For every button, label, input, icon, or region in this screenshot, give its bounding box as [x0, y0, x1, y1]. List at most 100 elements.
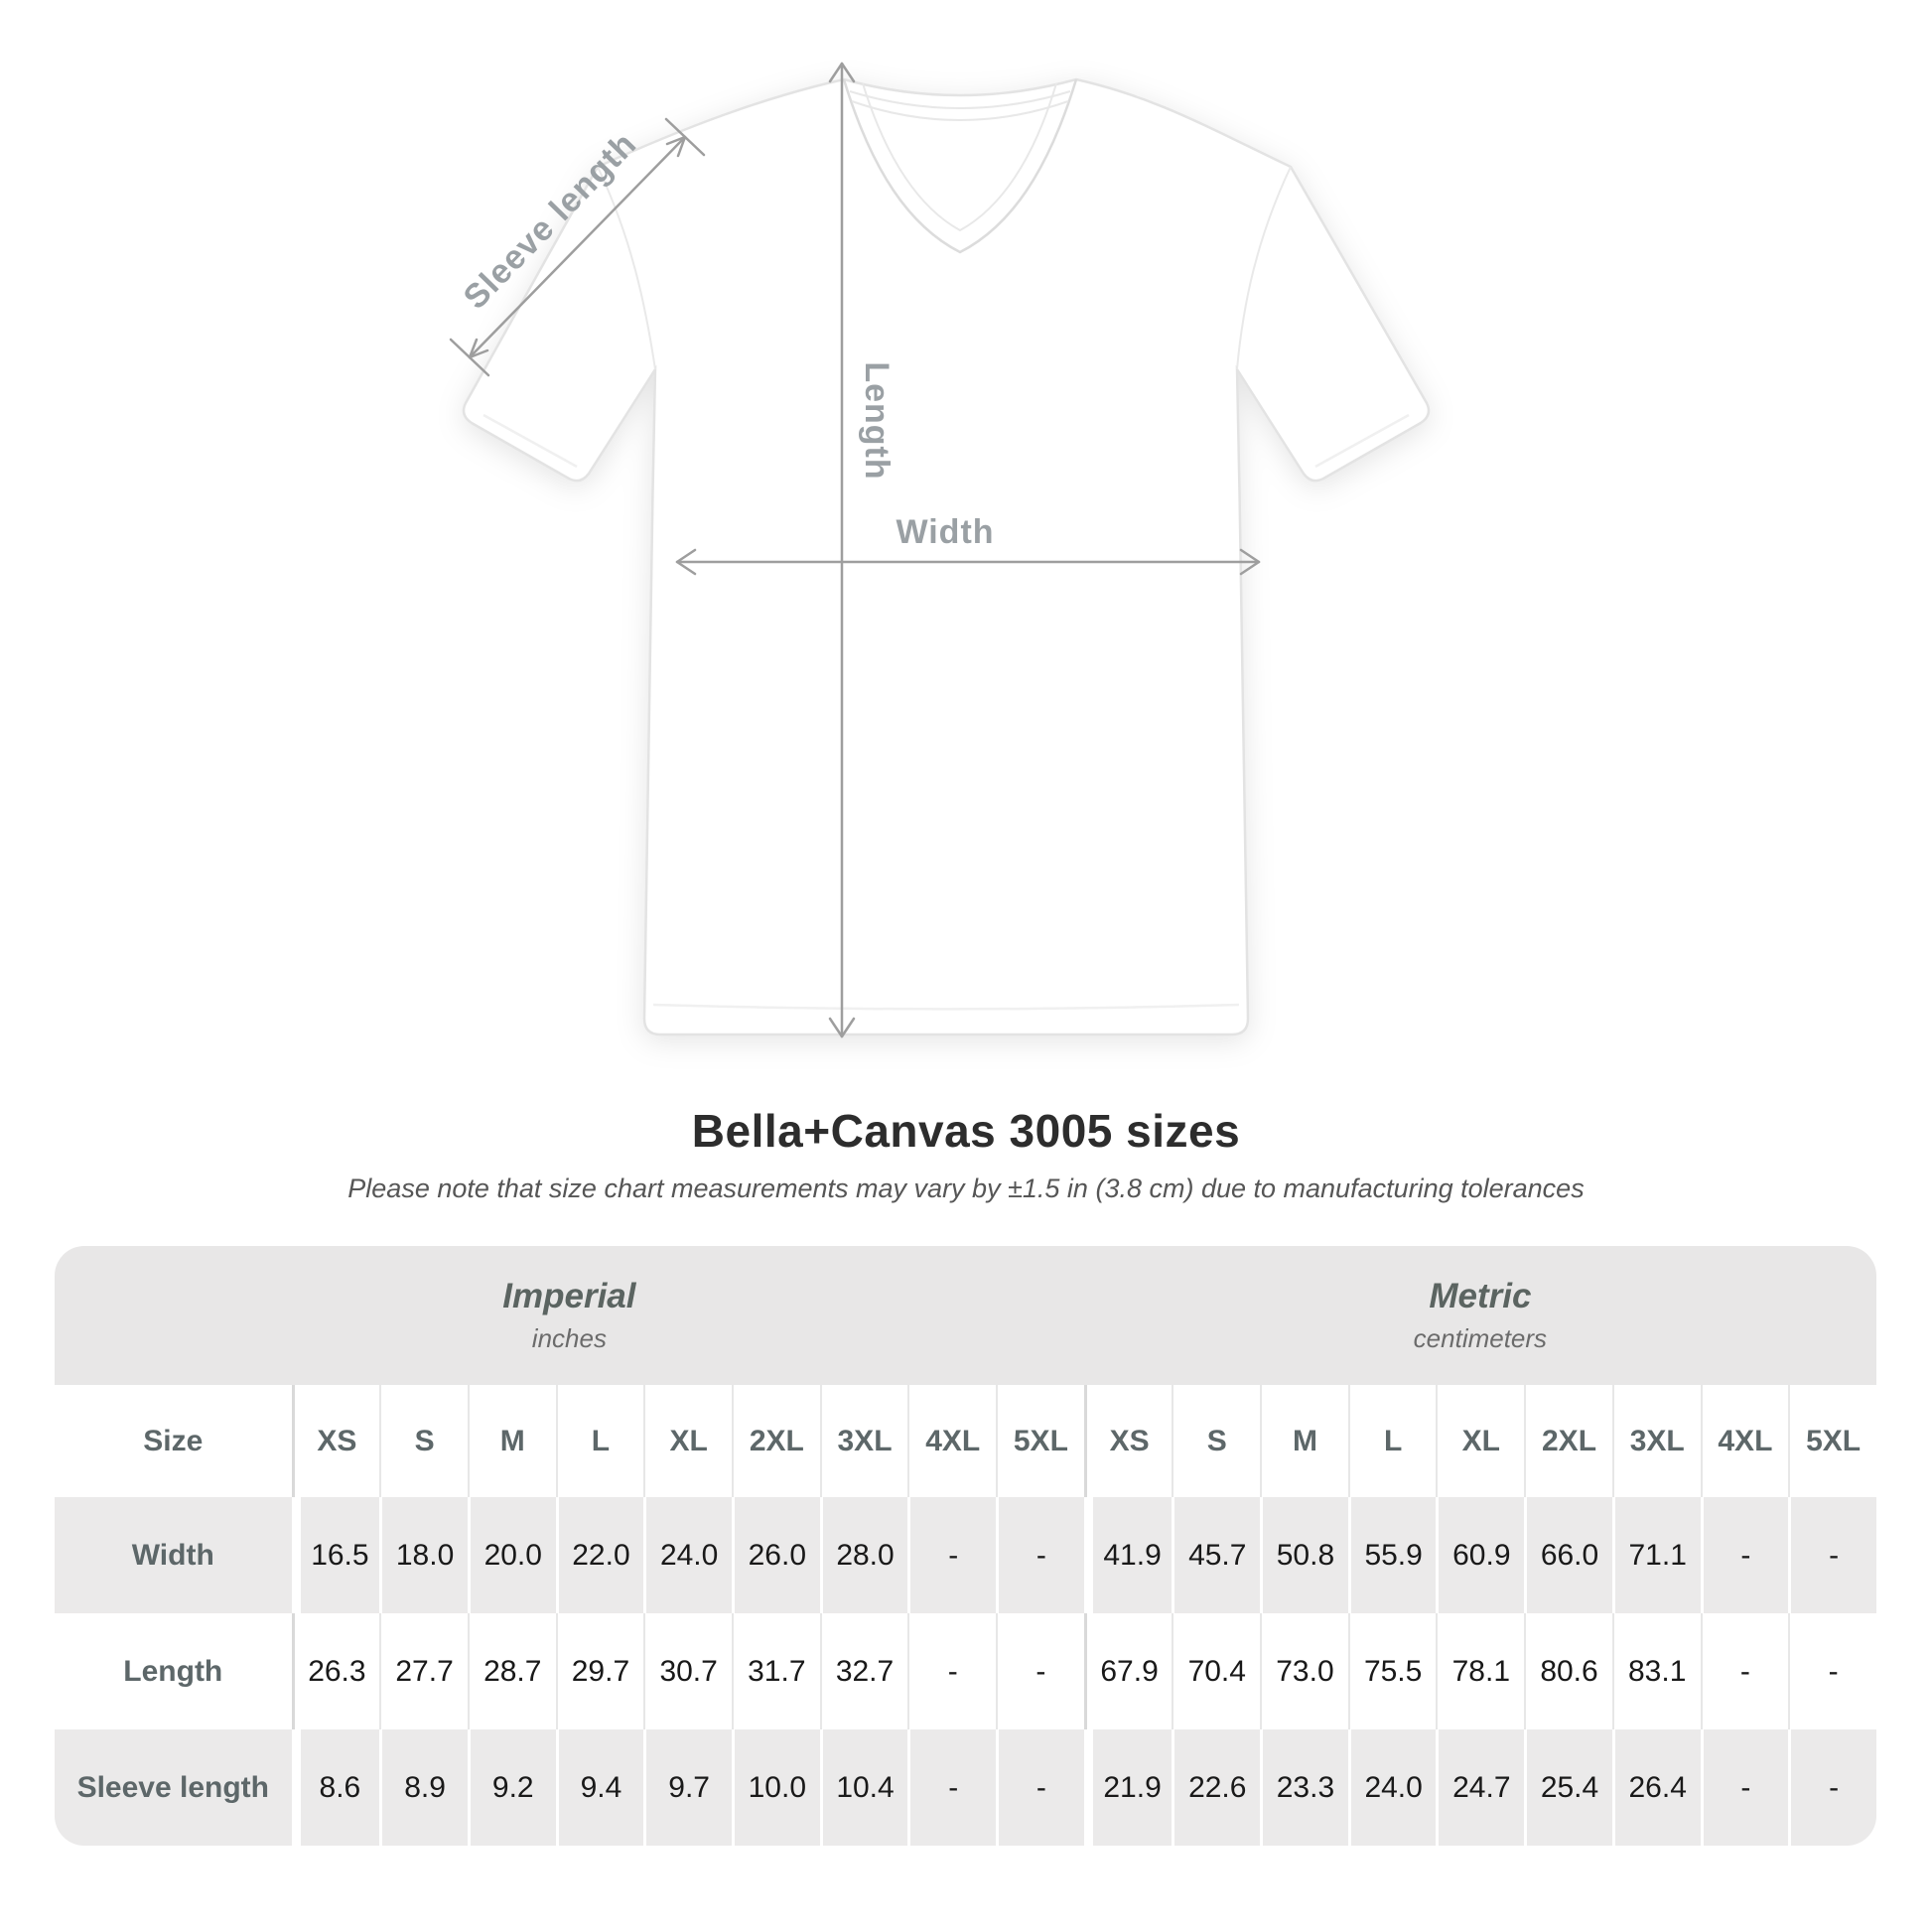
tolerance-note: Please note that size chart measurements… — [347, 1173, 1585, 1203]
length-metric-l: 75.5 — [1347, 1613, 1437, 1729]
width-metric-xs: 41.9 — [1083, 1497, 1173, 1613]
width-metric-3xl: 71.1 — [1611, 1497, 1701, 1613]
width-imperial-l: 22.0 — [555, 1497, 644, 1613]
page-title: Bella+Canvas 3005 sizes — [691, 1105, 1241, 1157]
sleeve-imperial-xs: 8.6 — [291, 1729, 380, 1846]
vneck-collar-outer — [842, 78, 1078, 254]
length-imperial-xl: 30.7 — [643, 1613, 732, 1729]
sleeve-imperial-m: 9.2 — [467, 1729, 556, 1846]
size-header-imperial-xl: XL — [643, 1385, 732, 1497]
width-metric-s: 45.7 — [1172, 1497, 1261, 1613]
size-header-row: Size XS S M L XL 2XL 3XL 4XL 5XL XS S M … — [55, 1385, 1876, 1497]
length-metric-xl: 78.1 — [1436, 1613, 1524, 1729]
width-imperial-xl: 24.0 — [643, 1497, 732, 1613]
length-row: Length 26.3 27.7 28.7 29.7 30.7 31.7 32.… — [55, 1613, 1876, 1729]
sleeve-metric-m: 23.3 — [1260, 1729, 1348, 1846]
sleeve-metric-2xl: 25.4 — [1524, 1729, 1612, 1846]
imperial-group-header: Imperial inches — [55, 1246, 1084, 1385]
back-neck-stitch — [849, 90, 1071, 109]
size-header-metric-xs: XS — [1083, 1385, 1173, 1497]
size-measurements-table: Size XS S M L XL 2XL 3XL 4XL 5XL XS S M … — [55, 1385, 1876, 1846]
imperial-unit-label: inches — [531, 1323, 607, 1353]
width-row-label: Width — [55, 1497, 292, 1613]
length-metric-s: 70.4 — [1172, 1613, 1260, 1729]
size-header-metric-5xl: 5XL — [1788, 1385, 1876, 1497]
sleeve-length-row: Sleeve length 8.6 8.9 9.2 9.4 9.7 10.0 1… — [55, 1729, 1876, 1846]
size-header-imperial-4xl: 4XL — [907, 1385, 997, 1497]
length-imperial-2xl: 31.7 — [731, 1613, 820, 1729]
length-imperial-xs: 26.3 — [291, 1613, 380, 1729]
size-header-metric-4xl: 4XL — [1700, 1385, 1789, 1497]
width-metric-xl: 60.9 — [1436, 1497, 1525, 1613]
size-header-imperial-2xl: 2XL — [731, 1385, 820, 1497]
imperial-label: Imperial — [502, 1277, 636, 1315]
sleeve-length-row-label: Sleeve length — [55, 1729, 292, 1846]
size-header-metric-s: S — [1172, 1385, 1261, 1497]
width-imperial-4xl: - — [907, 1497, 997, 1613]
sleeve-imperial-3xl: 10.4 — [819, 1729, 908, 1846]
width-imperial-s: 18.0 — [379, 1497, 468, 1613]
width-imperial-2xl: 26.0 — [731, 1497, 820, 1613]
length-row-label: Length — [123, 1654, 223, 1688]
sleeve-metric-l: 24.0 — [1347, 1729, 1437, 1846]
sleeve-dimension-arrow — [449, 117, 706, 377]
size-column-header: Size — [55, 1385, 292, 1497]
size-header-imperial-m: M — [467, 1385, 556, 1497]
length-metric-m: 73.0 — [1260, 1613, 1348, 1729]
width-metric-2xl: 66.0 — [1524, 1497, 1612, 1613]
length-metric-xs: 67.9 — [1083, 1613, 1173, 1729]
width-metric-5xl: - — [1788, 1497, 1876, 1613]
back-neck-stitch-2 — [851, 100, 1069, 121]
sleeve-metric-4xl: - — [1700, 1729, 1789, 1846]
hem-stitch — [652, 1003, 1240, 1011]
width-row: Width 16.5 18.0 20.0 22.0 24.0 26.0 28.0… — [55, 1497, 1876, 1613]
length-metric-4xl: - — [1700, 1613, 1789, 1729]
size-table: Imperial inches Metric centimeters Size … — [55, 1246, 1876, 1846]
length-label: Length — [858, 361, 896, 480]
tshirt-measurement-diagram: Sleeve length Length Width — [449, 62, 1431, 1038]
width-imperial-xs: 16.5 — [291, 1497, 380, 1613]
length-imperial-m: 28.7 — [467, 1613, 556, 1729]
length-metric-5xl: - — [1788, 1613, 1876, 1729]
sleeve-imperial-l: 9.4 — [555, 1729, 644, 1846]
length-imperial-5xl: - — [996, 1613, 1084, 1729]
width-metric-m: 50.8 — [1260, 1497, 1348, 1613]
size-header-imperial-3xl: 3XL — [819, 1385, 908, 1497]
length-imperial-s: 27.7 — [379, 1613, 468, 1729]
length-imperial-4xl: - — [907, 1613, 996, 1729]
sleeve-imperial-s: 8.9 — [379, 1729, 468, 1846]
sleeve-metric-xs: 21.9 — [1083, 1729, 1173, 1846]
size-header-metric-3xl: 3XL — [1611, 1385, 1701, 1497]
sleeve-metric-s: 22.6 — [1172, 1729, 1261, 1846]
sleeve-imperial-xl: 9.7 — [643, 1729, 732, 1846]
metric-unit-label: centimeters — [1413, 1323, 1548, 1353]
width-metric-4xl: - — [1700, 1497, 1789, 1613]
size-header-imperial-xs: XS — [291, 1385, 380, 1497]
length-metric-2xl: 80.6 — [1524, 1613, 1612, 1729]
size-header-imperial-s: S — [379, 1385, 468, 1497]
length-imperial-3xl: 32.7 — [819, 1613, 908, 1729]
unit-header-band: Imperial inches Metric centimeters — [55, 1246, 1876, 1385]
length-dimension-arrow — [828, 62, 856, 1038]
right-cuff-stitch — [1314, 413, 1410, 469]
size-header-metric-2xl: 2XL — [1524, 1385, 1612, 1497]
width-dimension-arrow — [675, 548, 1261, 576]
tshirt-graphic — [462, 77, 1431, 1036]
width-metric-l: 55.9 — [1347, 1497, 1437, 1613]
sleeve-imperial-2xl: 10.0 — [731, 1729, 820, 1846]
left-cuff-stitch — [483, 413, 578, 469]
metric-label: Metric — [1429, 1277, 1532, 1315]
size-header-imperial-5xl: 5XL — [996, 1385, 1084, 1497]
tshirt-body — [462, 77, 1431, 1036]
right-armhole-seam — [1236, 166, 1292, 370]
size-header-imperial-l: L — [555, 1385, 644, 1497]
sleeve-metric-5xl: - — [1788, 1729, 1876, 1846]
sleeve-imperial-4xl: - — [907, 1729, 997, 1846]
width-imperial-3xl: 28.0 — [819, 1497, 908, 1613]
size-header-metric-xl: XL — [1436, 1385, 1525, 1497]
sleeve-imperial-5xl: - — [996, 1729, 1084, 1846]
width-imperial-5xl: - — [996, 1497, 1084, 1613]
length-imperial-l: 29.7 — [555, 1613, 644, 1729]
size-header-metric-l: L — [1347, 1385, 1437, 1497]
